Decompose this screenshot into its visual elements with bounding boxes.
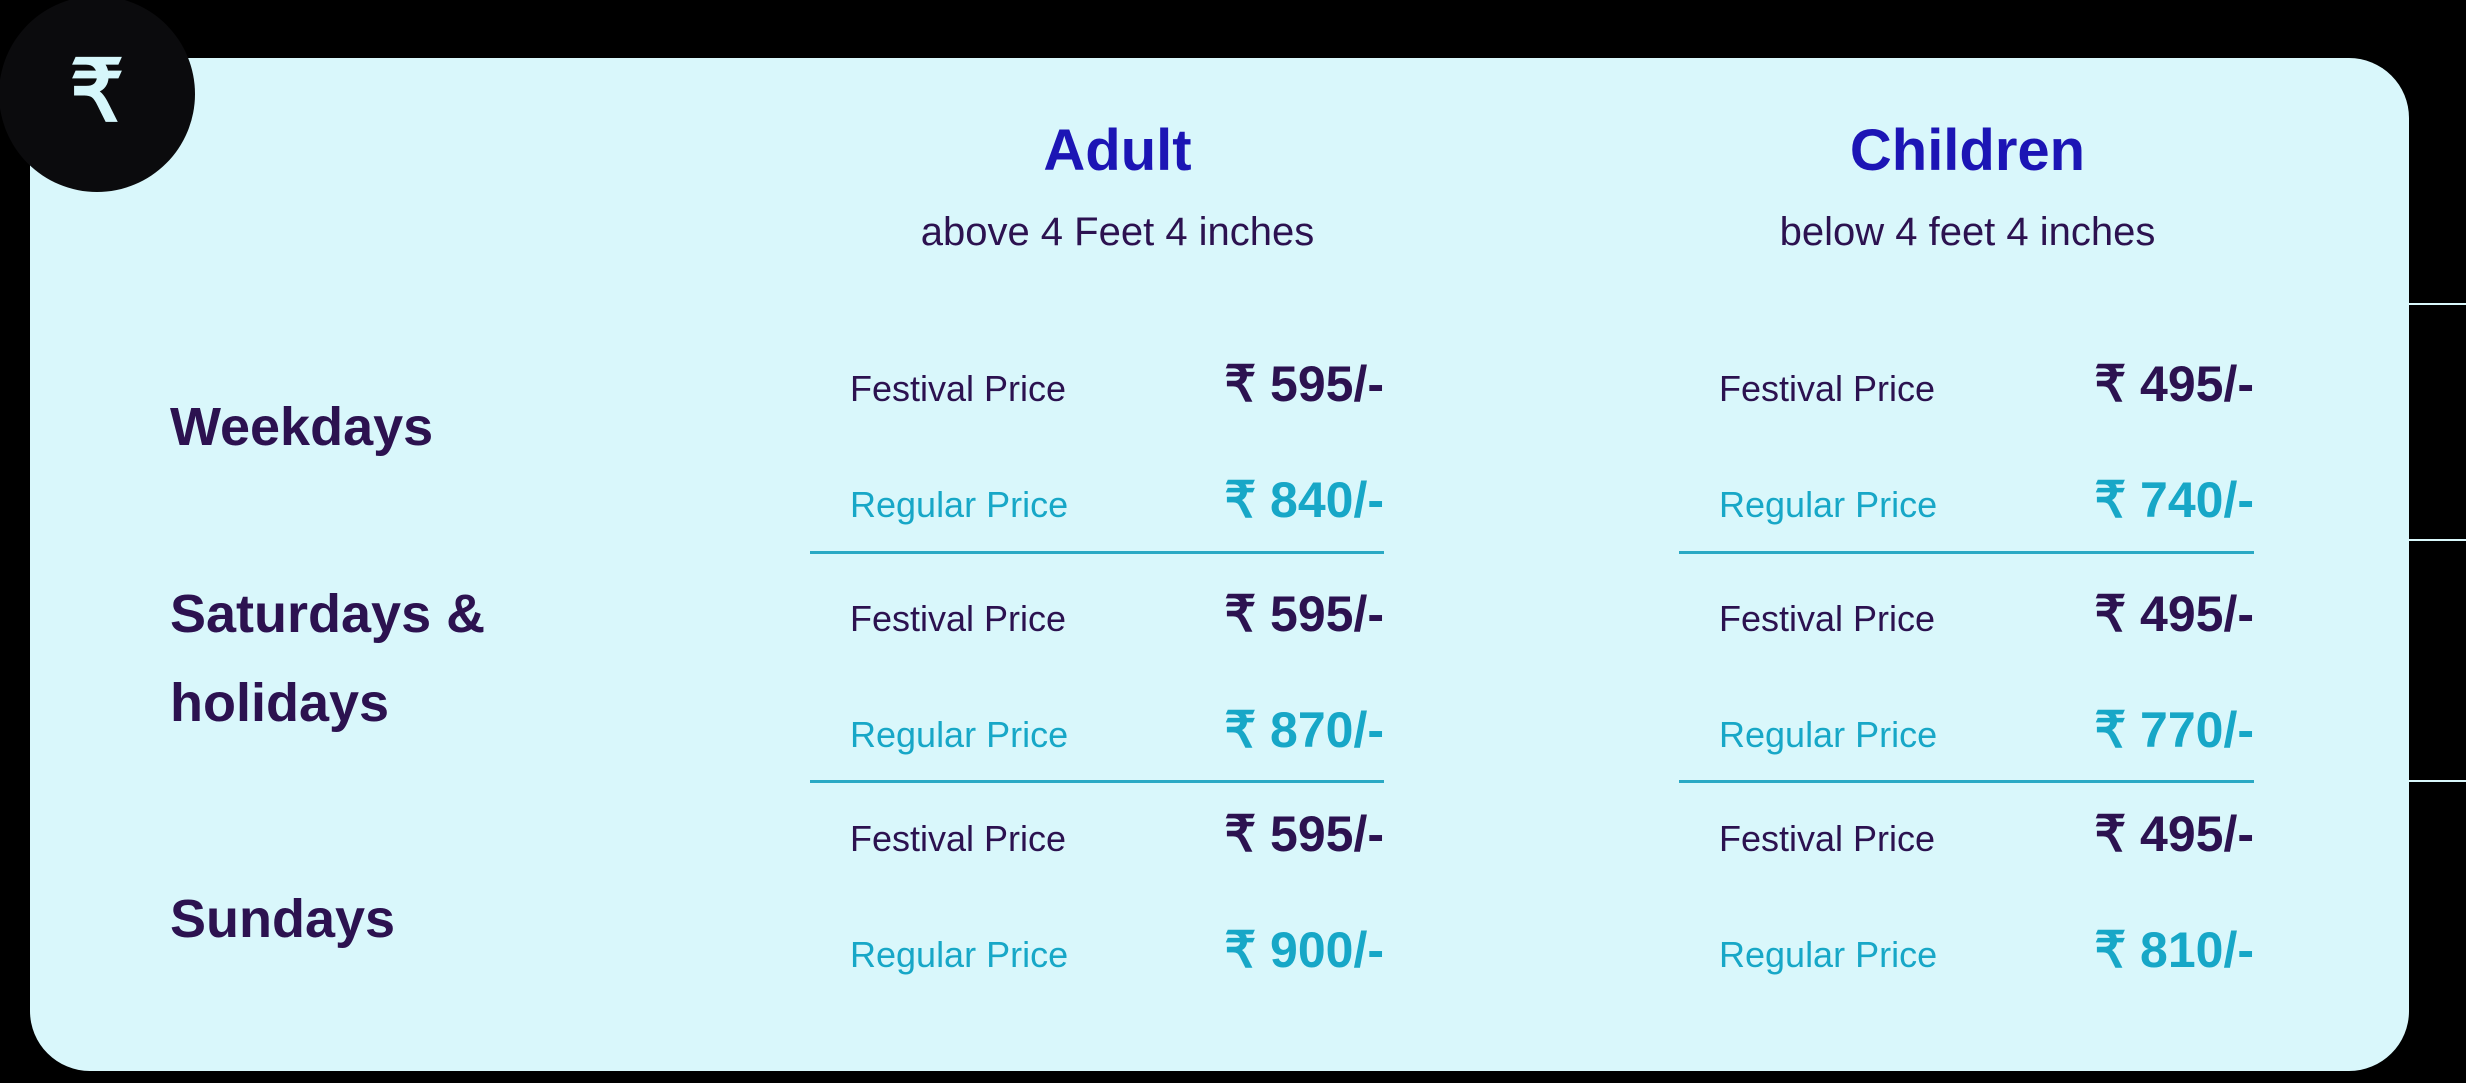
svg-text:₹: ₹ (70, 47, 124, 140)
